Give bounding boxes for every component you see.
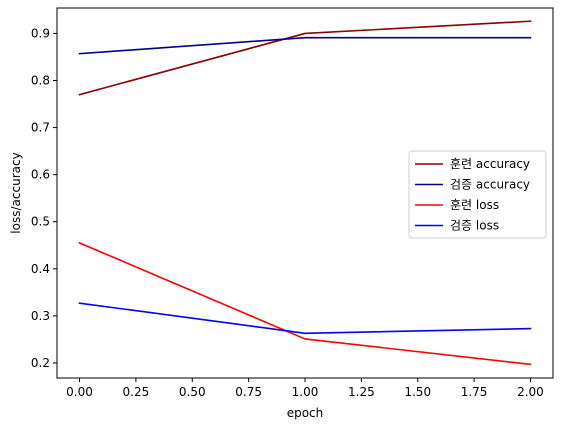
x-tick-label: 2.00 — [517, 385, 544, 399]
series-line-1 — [78, 36, 532, 55]
x-tick-label: 0.25 — [123, 385, 150, 399]
legend: 훈련 accuracy 검증 accuracy 훈련 loss 검증 loss — [408, 150, 547, 239]
x-tick-label: 0.50 — [179, 385, 206, 399]
x-tick-label: 1.00 — [292, 385, 319, 399]
x-tick-label: 1.75 — [461, 385, 488, 399]
x-axis-title: epoch — [287, 406, 324, 420]
y-tick-label: 0.4 — [31, 262, 50, 276]
x-tick-label: 0.00 — [66, 385, 93, 399]
x-tick-label: 0.75 — [235, 385, 262, 399]
legend-label: 검증 accuracy — [450, 178, 530, 192]
y-axis-title: loss/accuracy — [9, 152, 23, 233]
legend-box — [408, 150, 547, 239]
series-line-2 — [78, 241, 532, 366]
y-tick-label: 0.5 — [31, 215, 50, 229]
y-tick-label: 0.3 — [31, 309, 50, 323]
y-tick-label: 0.2 — [31, 356, 50, 370]
series-line-3 — [78, 302, 532, 335]
x-tick-label: 1.25 — [348, 385, 375, 399]
y-tick-label: 0.7 — [31, 121, 50, 135]
legend-label: 훈련 accuracy — [450, 157, 530, 171]
legend-label: 훈련 loss — [450, 198, 499, 212]
y-tick-label: 0.6 — [31, 168, 50, 182]
y-tick-label: 0.9 — [31, 26, 50, 40]
y-tick-label: 0.8 — [31, 73, 50, 87]
x-tick-label: 1.50 — [404, 385, 431, 399]
legend-label: 검증 loss — [450, 219, 499, 233]
series-line-0 — [78, 20, 532, 96]
series-layer — [78, 20, 532, 366]
x-axis: 0.00 0.25 0.50 0.75 1.00 1.25 1.50 1.75 2.00 — [66, 378, 544, 399]
y-axis: 0.2 0.3 0.4 0.5 0.6 0.7 0.8 0.9 — [31, 26, 57, 370]
